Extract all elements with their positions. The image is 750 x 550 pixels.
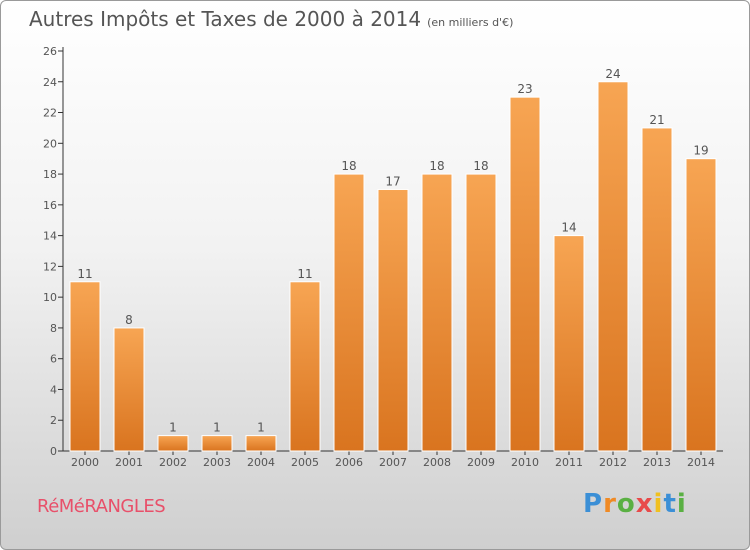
x-tick-label: 2009 (467, 456, 495, 469)
y-tick-label: 0 (50, 445, 57, 458)
x-tick-label: 2013 (643, 456, 671, 469)
logo-letter: x (635, 489, 654, 519)
logo-letter: i (676, 489, 687, 519)
y-tick-label: 18 (43, 168, 57, 181)
x-tick-label: 2011 (555, 456, 583, 469)
bar-value-label: 23 (517, 82, 532, 96)
bar (245, 435, 277, 452)
bar-value-label: 11 (297, 267, 312, 281)
bar (509, 96, 541, 452)
bar (333, 173, 365, 452)
bar-value-label: 1 (169, 421, 177, 435)
bar (597, 81, 629, 452)
logo-letter: P (583, 489, 604, 519)
y-tick-label: 8 (50, 322, 57, 335)
bar-value-label: 17 (385, 174, 400, 188)
bar-value-label: 18 (429, 159, 444, 173)
bar-value-label: 1 (213, 421, 221, 435)
y-tick-label: 2 (50, 414, 57, 427)
y-tick-label: 12 (43, 260, 57, 273)
x-tick-label: 2001 (115, 456, 143, 469)
bar (685, 158, 717, 452)
x-tick-label: 2012 (599, 456, 627, 469)
y-tick-label: 14 (43, 230, 57, 243)
x-tick-label: 2006 (335, 456, 363, 469)
logo-letter: r (603, 489, 617, 519)
bar-value-label: 1 (257, 421, 265, 435)
bar (69, 281, 101, 452)
y-tick-label: 24 (43, 76, 57, 89)
logo-letter: i (653, 489, 664, 519)
bar (641, 127, 673, 452)
x-tick-label: 2005 (291, 456, 319, 469)
bar (553, 235, 585, 452)
chart-title-text: Autres Impôts et Taxes de 2000 à 2014 (29, 7, 422, 31)
bar (113, 327, 145, 452)
bar-value-label: 24 (605, 67, 620, 81)
x-tick-label: 2004 (247, 456, 275, 469)
bar (421, 173, 453, 452)
bar-value-label: 14 (561, 221, 576, 235)
y-tick-label: 16 (43, 199, 57, 212)
x-tick-label: 2008 (423, 456, 451, 469)
chart-subtitle: (en milliers d'€) (427, 16, 514, 29)
y-tick-label: 10 (43, 291, 57, 304)
x-tick-label: 2000 (71, 456, 99, 469)
y-tick-label: 20 (43, 137, 57, 150)
x-tick-label: 2014 (687, 456, 715, 469)
y-tick-label: 4 (50, 383, 57, 396)
x-tick-label: 2007 (379, 456, 407, 469)
x-tick-label: 2010 (511, 456, 539, 469)
bar (157, 435, 189, 452)
y-tick-label: 6 (50, 353, 57, 366)
commune-name: RéMéRANGLES (37, 496, 166, 517)
bar-value-label: 19 (693, 144, 708, 158)
bar-value-label: 11 (77, 267, 92, 281)
bar (201, 435, 233, 452)
x-tick-label: 2003 (203, 456, 231, 469)
bar (377, 188, 409, 452)
bar-value-label: 18 (341, 159, 356, 173)
proxiti-logo: Proxiti (583, 489, 687, 519)
bar (465, 173, 497, 452)
bar-value-label: 8 (125, 313, 133, 327)
chart-title: Autres Impôts et Taxes de 2000 à 2014 (en… (29, 7, 513, 31)
bar-value-label: 21 (649, 113, 664, 127)
bar (289, 281, 321, 452)
logo-letter: o (616, 489, 636, 519)
x-tick-label: 2002 (159, 456, 187, 469)
y-tick-label: 22 (43, 107, 57, 120)
logo-letter: t (663, 489, 677, 519)
bar-value-label: 18 (473, 159, 488, 173)
y-tick-label: 26 (43, 45, 57, 58)
